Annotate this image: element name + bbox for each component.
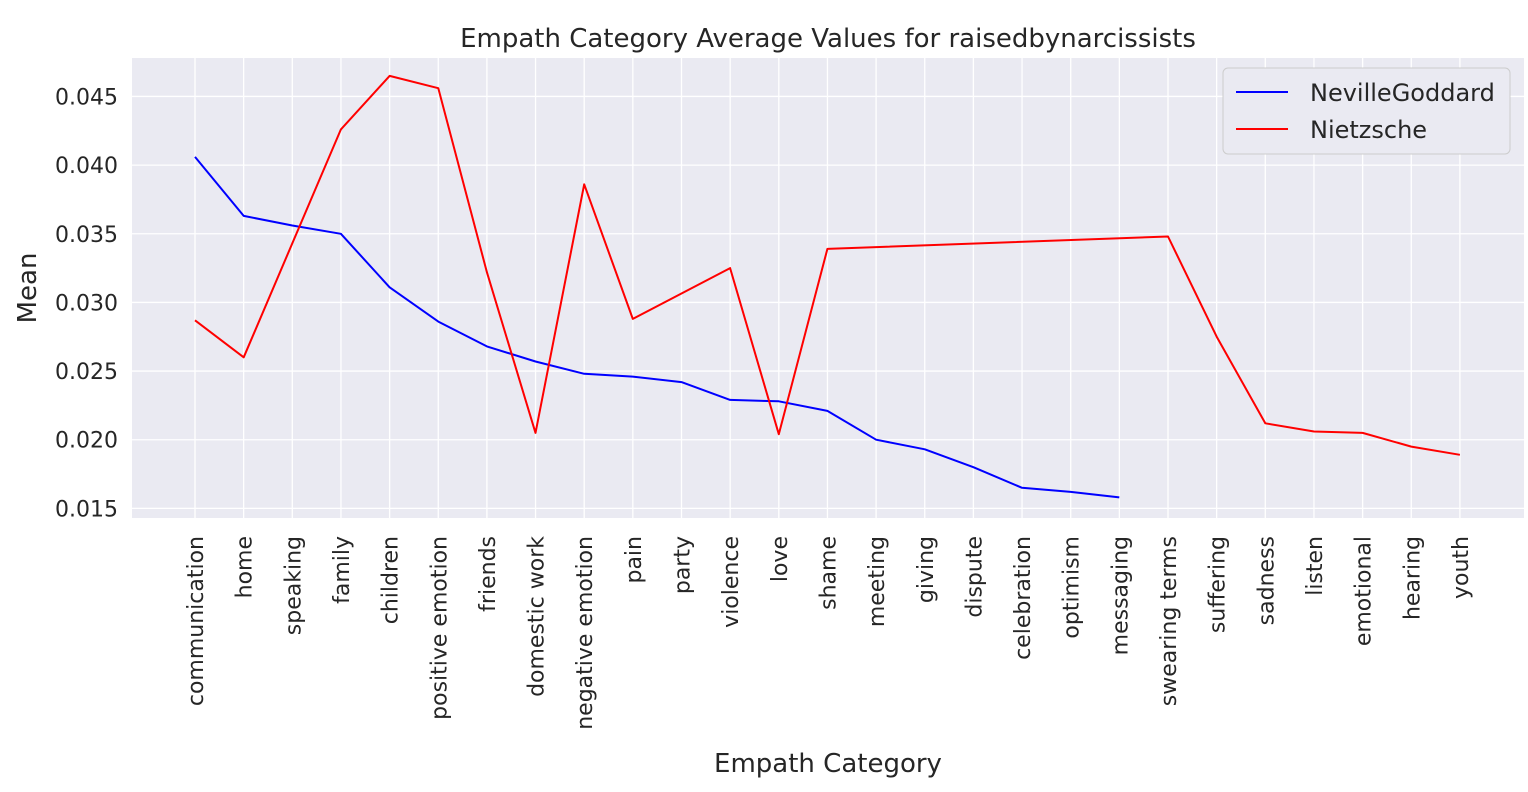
y-tick-label: 0.020 [55,429,118,454]
x-tick-label: emotional [1352,536,1377,646]
x-tick-label: pain [622,536,647,584]
legend-box [1222,67,1511,155]
x-tick-label: listen [1303,536,1328,596]
x-tick-label: communication [184,536,209,706]
y-tick-label: 0.045 [55,85,118,110]
x-tick-label: optimism [1060,536,1085,639]
y-tick-label: 0.040 [55,154,118,179]
x-tick-label: messaging [1108,536,1133,655]
x-tick-label: dispute [962,536,987,618]
y-tick-label: 0.035 [55,223,118,248]
x-tick-label: love [768,536,793,582]
x-tick-label: suffering [1206,536,1231,633]
x-tick-label: swearing terms [1157,536,1182,706]
x-tick-label: meeting [865,536,890,627]
y-tick-label: 0.015 [55,497,118,522]
x-axis-label: Empath Category [714,749,942,779]
y-tick-label: 0.025 [55,360,118,385]
legend-label: Nietzsche [1310,116,1427,144]
x-tick-label: home [233,536,258,598]
x-tick-label: children [379,536,404,624]
y-tick-labels: 0.015 0.020 0.025 0.030 0.035 0.040 0.045 [55,85,118,522]
series-line-nietzsche [194,74,1461,456]
x-tick-label: shame [816,536,841,610]
legend: NevilleGoddard Nietzsche [1222,67,1511,155]
y-axis-label: Mean [13,253,43,324]
x-tick-label: positive emotion [427,536,452,720]
x-tick-label: hearing [1400,536,1425,620]
x-tick-label: violence [719,536,744,628]
x-tick-label: domestic work [525,536,550,697]
x-tick-label: celebration [1011,536,1036,660]
y-tick-label: 0.030 [55,291,118,316]
grid-lines [132,58,1524,518]
x-tick-label: youth [1449,536,1474,599]
x-tick-label: negative emotion [573,536,598,730]
x-tick-label: giving [914,536,939,603]
x-tick-labels: communication home speaking family children p… [184,536,1474,730]
x-tick-label: family [330,536,355,604]
series-line-nevillegoddard [194,156,1120,499]
x-tick-label: speaking [281,536,306,635]
series-lines [194,74,1461,499]
x-tick-label: party [671,536,696,594]
legend-label: NevilleGoddard [1310,79,1495,107]
x-tick-label: sadness [1254,536,1279,625]
chart-title: Empath Category Average Values for raise… [460,24,1196,54]
x-tick-label: friends [476,536,501,612]
